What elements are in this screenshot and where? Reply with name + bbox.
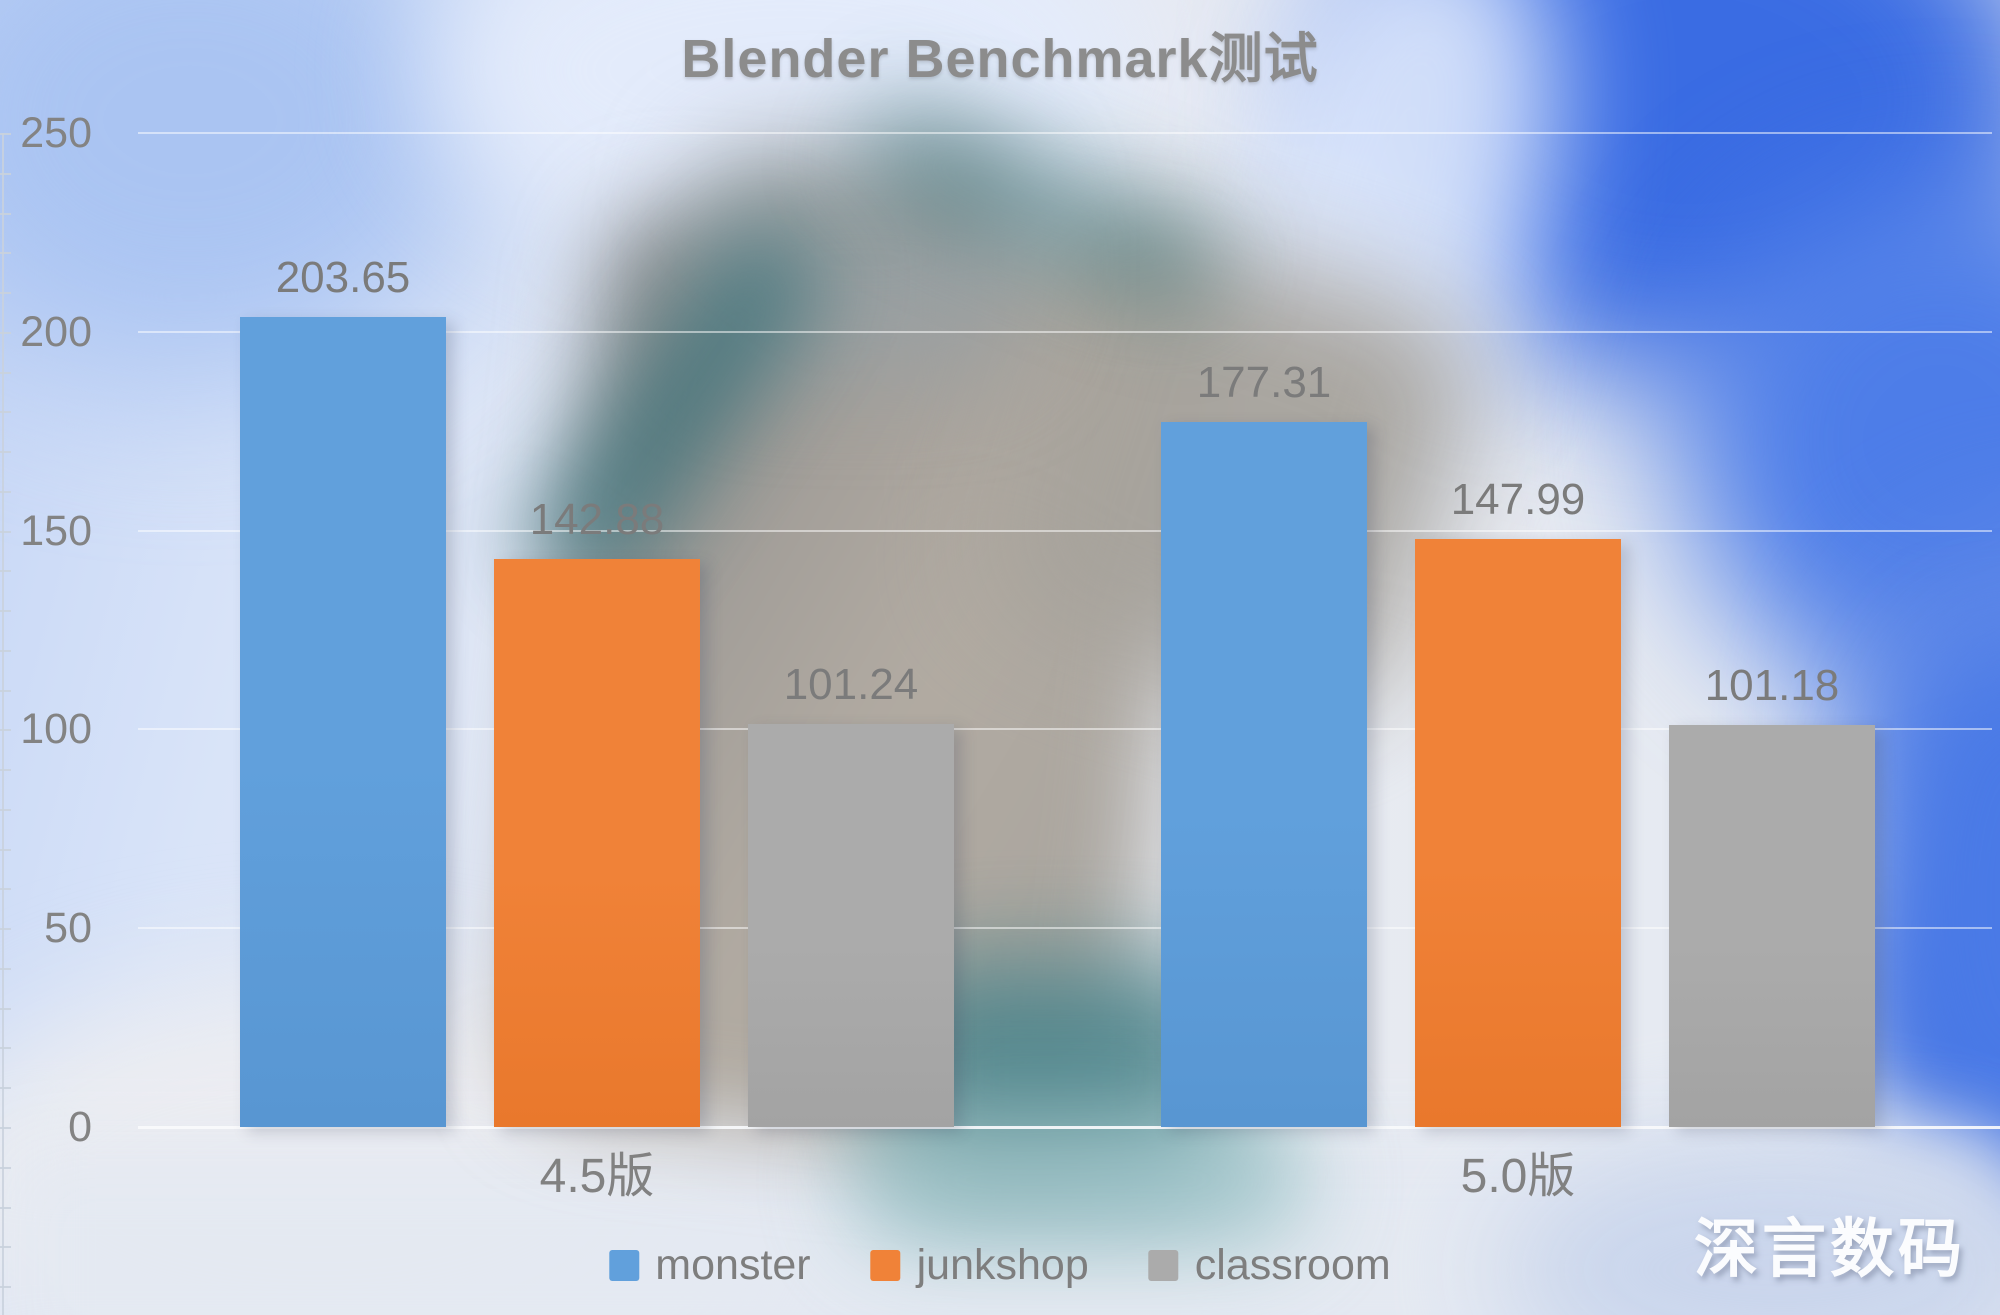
y-axis-minor-tick bbox=[0, 888, 11, 890]
legend-swatch-classroom bbox=[1148, 1249, 1179, 1281]
y-axis-label-50: 50 bbox=[44, 904, 92, 953]
y-axis-label-100: 100 bbox=[20, 705, 92, 754]
blurred-object-teal-edge-top bbox=[846, 92, 1234, 318]
bar-monster-4.5版 bbox=[240, 317, 446, 1127]
y-axis-minor-tick bbox=[0, 531, 11, 533]
y-axis-minor-tick bbox=[0, 491, 11, 493]
y-axis-minor-tick bbox=[0, 1286, 11, 1288]
legend-item-monster: monster bbox=[609, 1241, 811, 1289]
legend-label-junkshop: junkshop bbox=[916, 1241, 1089, 1289]
data-label-junkshop-5.0版: 147.99 bbox=[1450, 474, 1586, 524]
y-axis-minor-tick bbox=[0, 372, 11, 374]
y-axis-label-250: 250 bbox=[20, 109, 92, 157]
legend-swatch-junkshop bbox=[870, 1249, 901, 1281]
category-label-0: 4.5版 bbox=[539, 1150, 655, 1203]
bar-classroom-5.0版 bbox=[1669, 724, 1875, 1127]
y-axis-minor-tick bbox=[0, 292, 11, 294]
legend: monster junkshop classroom bbox=[609, 1241, 1391, 1289]
data-label-monster-4.5版: 203.65 bbox=[275, 253, 411, 303]
y-axis-minor-tick bbox=[0, 809, 11, 811]
bar-junkshop-5.0版 bbox=[1415, 538, 1621, 1127]
data-label-classroom-4.5版: 101.24 bbox=[783, 660, 919, 710]
chart-title: Blender Benchmark测试 bbox=[681, 29, 1319, 89]
y-axis-minor-tick bbox=[0, 411, 11, 413]
y-axis-minor-tick bbox=[0, 451, 11, 453]
bar-classroom-4.5版 bbox=[748, 724, 954, 1127]
y-axis-label-200: 200 bbox=[20, 307, 92, 356]
y-axis-line bbox=[2, 133, 4, 1315]
bar-junkshop-4.5版 bbox=[494, 558, 700, 1127]
y-axis-minor-tick bbox=[0, 769, 11, 771]
y-axis-minor-tick bbox=[0, 968, 11, 970]
y-axis-minor-tick bbox=[0, 610, 11, 612]
y-axis-minor-tick bbox=[0, 173, 11, 175]
background-blob-rightlow-blue bbox=[1860, 820, 2000, 1200]
y-axis-minor-tick bbox=[0, 650, 11, 652]
y-axis-minor-tick bbox=[0, 1087, 11, 1089]
y-axis-minor-tick bbox=[0, 928, 11, 930]
legend-item-junkshop: junkshop bbox=[870, 1241, 1089, 1289]
background-blob-right-strip bbox=[1880, 640, 2000, 1160]
y-axis-minor-tick bbox=[0, 690, 11, 692]
y-axis-minor-tick bbox=[0, 213, 11, 215]
legend-label-monster: monster bbox=[655, 1241, 811, 1289]
y-axis-minor-tick bbox=[0, 1008, 11, 1010]
background-blob-right-blue bbox=[1680, 180, 2000, 700]
watermark-text: 深言数码 bbox=[1694, 1213, 1966, 1285]
data-label-classroom-5.0版: 101.18 bbox=[1704, 660, 1840, 710]
category-label-1: 5.0版 bbox=[1460, 1150, 1576, 1203]
data-label-junkshop-4.5版: 142.88 bbox=[529, 494, 665, 544]
y-axis-minor-tick bbox=[0, 1207, 11, 1209]
data-label-monster-5.0版: 177.31 bbox=[1196, 358, 1332, 407]
y-axis-minor-tick bbox=[0, 849, 11, 851]
legend-item-classroom: classroom bbox=[1148, 1241, 1391, 1289]
blurred-object-teal-edge-left bbox=[509, 206, 841, 614]
y-axis-minor-tick bbox=[0, 1246, 11, 1248]
blurred-object-peak bbox=[700, 150, 1020, 370]
bar-monster-5.0版 bbox=[1161, 422, 1367, 1127]
legend-swatch-monster bbox=[609, 1249, 640, 1281]
legend-label-classroom: classroom bbox=[1194, 1241, 1391, 1289]
y-axis-minor-tick bbox=[0, 570, 11, 572]
y-axis-minor-tick bbox=[0, 252, 11, 254]
y-axis-minor-tick bbox=[0, 729, 11, 731]
blurred-object-teal-fade bbox=[850, 1110, 1310, 1250]
y-axis-minor-tick bbox=[0, 1047, 11, 1049]
y-axis-minor-tick bbox=[0, 1167, 11, 1169]
y-axis-label-0: 0 bbox=[68, 1103, 92, 1151]
y-gridline-250 bbox=[138, 132, 1992, 134]
y-axis-label-150: 150 bbox=[20, 506, 92, 555]
